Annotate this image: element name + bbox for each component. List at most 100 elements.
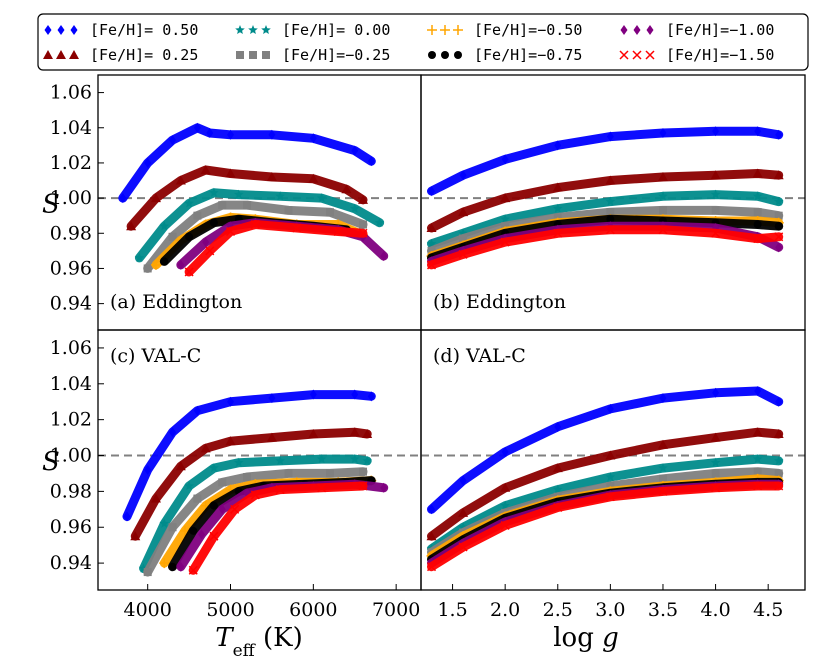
data-point — [554, 140, 562, 151]
data-point — [316, 193, 327, 203]
data-point — [710, 432, 721, 442]
y-tick-label: 0.96 — [50, 516, 92, 538]
panel-1: (a) Eddington 0.94 0.96 0.98 1.00 1.02 1.04 1.0… — [42, 74, 422, 331]
series — [143, 467, 368, 577]
data-point — [458, 542, 468, 552]
series — [427, 126, 784, 197]
data-point — [350, 203, 360, 213]
series — [143, 200, 368, 273]
data-point — [184, 198, 194, 208]
data-point — [774, 211, 783, 220]
data-point — [234, 189, 244, 199]
legend-marker — [428, 51, 436, 59]
panels: (a) Eddington 0.94 0.96 0.98 1.00 1.02 1.04 1.0… — [42, 74, 806, 621]
data-point — [606, 482, 615, 490]
data-point — [754, 126, 762, 137]
legend-label: [Fe/H]=−0.75 — [474, 46, 582, 64]
data-point — [501, 154, 509, 165]
panel-2: (b) Eddington — [420, 74, 806, 331]
data-point — [230, 504, 240, 514]
data-point — [711, 228, 721, 238]
data-point — [553, 502, 563, 513]
data-point — [159, 518, 169, 528]
data-point — [658, 191, 668, 201]
legend-marker — [645, 50, 655, 60]
data-point — [658, 206, 667, 215]
data-point — [553, 484, 563, 494]
data-point — [428, 186, 436, 197]
legend-entry: [Fe/H]=−0.25 — [236, 46, 390, 64]
data-point — [130, 531, 141, 541]
data-point — [333, 226, 343, 237]
legend-marker — [249, 51, 257, 59]
x-tick-label: 7000 — [372, 599, 420, 621]
data-point — [309, 389, 317, 400]
data-point — [459, 475, 467, 486]
data-point — [459, 170, 467, 181]
data-point — [284, 206, 293, 215]
data-point — [160, 257, 169, 266]
data-point — [175, 175, 186, 185]
data-point — [606, 208, 615, 217]
data-point — [658, 463, 668, 473]
data-point — [775, 129, 783, 140]
legend-entry: [Fe/H]=−1.00 — [620, 21, 774, 39]
data-point — [206, 128, 214, 139]
data-point — [500, 237, 510, 247]
series-band — [176, 479, 389, 572]
data-point — [123, 511, 131, 522]
data-point — [367, 156, 375, 167]
data-point — [362, 429, 373, 438]
y-tick-label: 0.98 — [50, 480, 92, 502]
data-point — [325, 208, 334, 217]
data-point — [143, 264, 152, 273]
data-point — [268, 129, 276, 140]
data-point — [426, 562, 437, 572]
data-point — [358, 228, 368, 238]
data-point — [275, 485, 285, 495]
data-point — [657, 439, 668, 449]
series — [427, 385, 784, 515]
legend-marker — [235, 25, 245, 34]
data-point — [168, 232, 177, 241]
data-point — [605, 472, 616, 482]
legend: [Fe/H]= 0.50 [Fe/H]= 0.00 [Fe/H]=−0.50 [Fe/… — [37, 13, 809, 71]
y-tick-label: 1.06 — [50, 82, 92, 104]
data-point — [659, 393, 667, 404]
legend-entry: [Fe/H]=−0.50 — [427, 21, 582, 39]
y-axis-label: S — [42, 190, 60, 220]
data-point — [753, 467, 762, 476]
legend-frame — [37, 13, 809, 71]
x-tick-label: 3.5 — [648, 599, 678, 621]
data-point — [177, 259, 185, 270]
data-point — [458, 249, 468, 259]
data-point — [150, 193, 161, 203]
legend-marker — [43, 50, 53, 59]
data-point — [753, 234, 763, 244]
data-point — [552, 182, 563, 192]
data-point — [658, 225, 668, 235]
data-point — [658, 474, 667, 483]
y-tick-label: 0.94 — [50, 552, 92, 574]
data-point — [169, 135, 177, 146]
data-point — [144, 464, 152, 475]
data-point — [380, 482, 388, 493]
data-point — [554, 421, 562, 432]
data-point — [175, 461, 186, 471]
panel-label: (c) VAL-C — [110, 345, 201, 367]
data-point — [459, 234, 468, 243]
legend-label: [Fe/H]= 0.50 — [90, 21, 198, 39]
x-tick-label: 5000 — [206, 599, 254, 621]
data-point — [605, 492, 615, 502]
data-point — [552, 463, 563, 473]
data-point — [605, 175, 616, 185]
data-point — [227, 396, 235, 407]
data-point — [209, 463, 219, 473]
data-point — [144, 157, 152, 168]
y-tick-label: 0.96 — [50, 257, 92, 279]
series — [426, 481, 784, 572]
y-tick-label: 1.00 — [50, 445, 92, 467]
data-point — [773, 196, 784, 206]
data-point — [185, 232, 194, 241]
data-point — [710, 457, 721, 467]
